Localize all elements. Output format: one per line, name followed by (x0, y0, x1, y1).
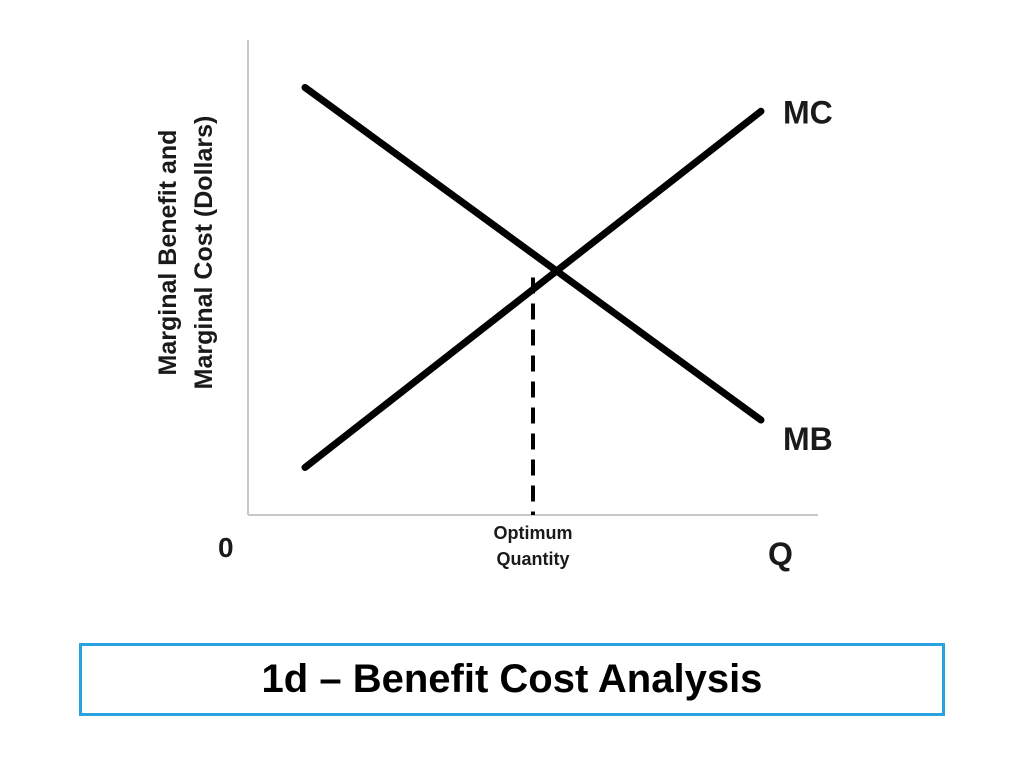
optimum-quantity-label-line-1: Optimum (494, 523, 573, 543)
series-line-mb (301, 84, 765, 424)
slide-title: 1d – Benefit Cost Analysis (261, 657, 763, 701)
slide-title-box: 1d – Benefit Cost Analysis (79, 643, 945, 716)
optimum-quantity-label-line-2: Quantity (496, 549, 569, 569)
y-axis-label: Marginal Benefit and Marginal Cost (Doll… (154, 116, 218, 390)
benefit-cost-chart: Marginal Benefit and Marginal Cost (Doll… (154, 40, 833, 572)
x-axis-label: Q (768, 536, 793, 572)
y-axis-label-line-1: Marginal Benefit and (154, 130, 182, 376)
y-axis-label-line-2: Marginal Cost (Dollars) (190, 116, 218, 390)
series-label-mb: MB (783, 421, 833, 457)
series-label-mc: MC (783, 94, 833, 130)
origin-label: 0 (218, 532, 234, 563)
